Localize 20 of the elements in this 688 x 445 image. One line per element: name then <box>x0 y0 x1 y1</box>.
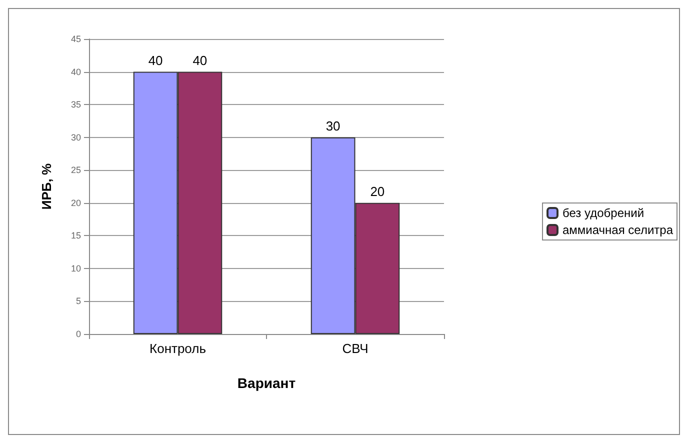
legend-label: аммиачная селитра <box>562 223 674 237</box>
y-tick-label: 25 <box>70 165 81 176</box>
data-label: 30 <box>326 118 340 134</box>
legend-label: без удобрений <box>562 206 644 220</box>
x-tick-label: СВЧ <box>342 341 368 356</box>
y-tick-label: 5 <box>76 296 81 306</box>
data-label: 40 <box>192 52 208 68</box>
x-axis-title: Вариант <box>237 375 296 391</box>
y-tick-label: 20 <box>70 198 81 208</box>
y-tick-label: 10 <box>70 263 81 274</box>
y-tick-label: 15 <box>70 230 81 241</box>
y-tick-label: 35 <box>70 100 81 110</box>
x-tick-label: Контроль <box>150 341 206 356</box>
data-label: 20 <box>370 184 385 199</box>
data-label: 40 <box>148 52 163 68</box>
y-tick-label: 45 <box>70 34 81 44</box>
y-tick-label: 30 <box>70 132 81 142</box>
y-tick-label: 40 <box>70 66 81 77</box>
y-tick-label: 0 <box>76 329 81 339</box>
y-axis-title: ИРБ, % <box>39 162 54 210</box>
